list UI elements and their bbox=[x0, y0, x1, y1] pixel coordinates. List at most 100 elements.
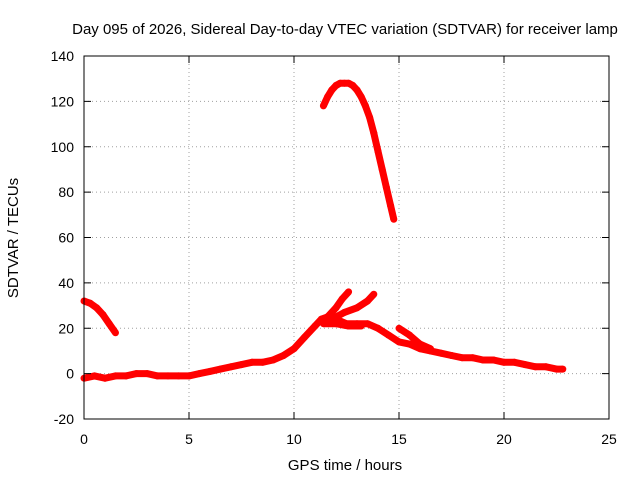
data-point-early-decline bbox=[112, 329, 119, 337]
data-point-main-trace bbox=[101, 374, 109, 382]
data-point-main-trace bbox=[511, 358, 518, 366]
data-point-main-trace bbox=[364, 320, 371, 328]
y-tick-label: -20 bbox=[54, 411, 74, 427]
y-axis-label: SDTVAR / TECUs bbox=[5, 178, 22, 298]
data-point-high-arc bbox=[370, 129, 378, 137]
data-point-main-trace bbox=[175, 372, 182, 380]
y-tick-label: 40 bbox=[58, 275, 74, 291]
y-tick-label: 0 bbox=[66, 366, 74, 382]
data-point-branch-a bbox=[332, 304, 340, 312]
data-point-branch-d bbox=[395, 324, 403, 332]
data-series bbox=[80, 79, 567, 382]
x-tick-label: 25 bbox=[601, 431, 617, 447]
data-point-main-trace bbox=[269, 356, 277, 364]
data-point-main-trace bbox=[479, 356, 487, 364]
data-point-main-trace bbox=[395, 338, 403, 346]
x-axis-label: GPS time / hours bbox=[288, 457, 402, 474]
data-point-main-trace bbox=[490, 356, 497, 364]
data-point-main-trace bbox=[185, 372, 193, 380]
data-point-main-trace bbox=[290, 345, 298, 353]
data-point-main-trace bbox=[206, 367, 214, 375]
data-point-main-trace bbox=[521, 361, 529, 369]
axis-ticks: 0 5 10 15 20 25 -20 0 20 40 60 80 100 120 140 bbox=[51, 48, 617, 447]
data-point-main-trace bbox=[112, 372, 119, 380]
series-branch-a bbox=[325, 289, 352, 320]
data-point-main-trace bbox=[133, 370, 140, 378]
data-point-main-trace bbox=[458, 354, 466, 362]
data-point-main-trace bbox=[532, 363, 539, 371]
data-point-branch-c bbox=[319, 320, 327, 328]
data-point-main-trace bbox=[91, 372, 98, 380]
y-tick-label: 120 bbox=[51, 93, 75, 109]
data-point-main-trace bbox=[301, 333, 308, 341]
data-point-branch-c bbox=[345, 322, 353, 330]
data-point-branch-d bbox=[416, 340, 424, 348]
data-point-early-decline bbox=[93, 304, 101, 312]
x-tick-label: 15 bbox=[391, 431, 407, 447]
data-point-high-arc bbox=[349, 82, 357, 89]
data-point-main-trace bbox=[559, 365, 567, 373]
data-point-main-trace bbox=[469, 354, 476, 362]
data-point-main-trace bbox=[196, 370, 203, 378]
data-point-high-arc bbox=[353, 86, 361, 94]
data-point-branch-b bbox=[340, 308, 348, 316]
data-point-branch-a bbox=[345, 288, 353, 296]
data-point-branch-a bbox=[338, 295, 346, 303]
x-tick-label: 10 bbox=[286, 431, 302, 447]
y-tick-label: 20 bbox=[58, 320, 74, 336]
x-tick-label: 0 bbox=[80, 431, 88, 447]
x-tick-label: 5 bbox=[185, 431, 193, 447]
data-point-main-trace bbox=[553, 365, 560, 373]
y-tick-label: 100 bbox=[51, 139, 75, 155]
y-tick-label: 140 bbox=[51, 48, 75, 64]
series-branch-d bbox=[397, 325, 432, 352]
data-point-early-decline bbox=[99, 311, 107, 319]
data-point-main-trace bbox=[164, 372, 172, 380]
data-point-high-arc bbox=[357, 93, 365, 101]
data-point-high-arc bbox=[390, 215, 398, 223]
data-point-main-trace bbox=[385, 331, 392, 339]
data-point-high-arc bbox=[361, 102, 369, 110]
y-tick-label: 60 bbox=[58, 230, 74, 246]
series-branch-c bbox=[323, 320, 362, 330]
chart-title: Day 095 of 2026, Sidereal Day-to-day VTE… bbox=[72, 21, 618, 38]
data-point-high-arc bbox=[366, 113, 374, 121]
data-point-high-arc bbox=[319, 102, 327, 110]
data-point-branch-b bbox=[353, 304, 361, 312]
data-point-main-trace bbox=[437, 349, 445, 357]
grid-lines bbox=[84, 56, 609, 419]
data-point-branch-c bbox=[357, 322, 365, 330]
data-point-main-trace bbox=[311, 322, 319, 330]
data-point-main-trace bbox=[217, 365, 224, 373]
data-point-early-decline bbox=[86, 299, 94, 307]
data-point-branch-b bbox=[364, 297, 371, 305]
data-point-main-trace bbox=[227, 363, 235, 371]
series-high-arc bbox=[320, 79, 398, 221]
data-point-high-arc bbox=[328, 86, 336, 94]
data-point-early-decline bbox=[105, 320, 113, 328]
data-point-main-trace bbox=[406, 340, 413, 348]
data-point-main-trace bbox=[374, 324, 382, 332]
data-point-branch-d bbox=[427, 345, 434, 353]
data-point-main-trace bbox=[143, 370, 151, 378]
data-point-high-arc bbox=[378, 165, 386, 173]
data-point-branch-b bbox=[370, 290, 378, 298]
data-point-branch-d bbox=[406, 331, 413, 339]
data-point-main-trace bbox=[154, 372, 161, 380]
data-point-main-trace bbox=[448, 352, 455, 359]
data-point-main-trace bbox=[238, 361, 245, 369]
data-point-main-trace bbox=[280, 352, 287, 359]
data-point-main-trace bbox=[542, 363, 550, 371]
data-point-high-arc bbox=[387, 202, 395, 210]
data-point-main-trace bbox=[248, 358, 256, 366]
x-tick-label: 20 bbox=[496, 431, 512, 447]
data-point-high-arc bbox=[374, 147, 382, 155]
data-point-main-trace bbox=[500, 358, 508, 366]
data-point-high-arc bbox=[324, 93, 332, 101]
y-tick-label: 80 bbox=[58, 184, 74, 200]
data-point-high-arc bbox=[382, 184, 390, 192]
data-point-main-trace bbox=[122, 372, 130, 380]
data-point-branch-c bbox=[332, 320, 340, 328]
